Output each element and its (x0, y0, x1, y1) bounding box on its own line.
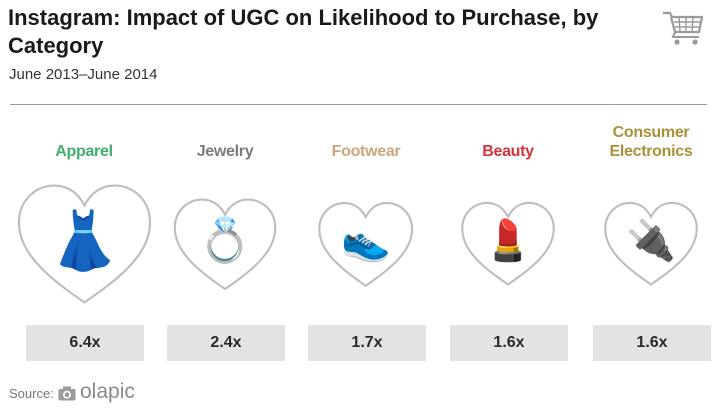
value-label: 2.4x (167, 325, 285, 361)
value-label: 1.7x (308, 325, 426, 361)
header-divider (10, 104, 707, 105)
category-label: Consumer Electronics (609, 124, 693, 160)
category-label: Apparel (55, 143, 113, 160)
heart-outline (318, 201, 414, 287)
olapic-logo-text: olapic (80, 380, 135, 403)
source-label: Source: (9, 386, 54, 401)
heart-mark (461, 202, 555, 287)
dress-icon: 👗 (48, 207, 120, 274)
shoe-icon: 👟 (341, 218, 391, 264)
heart-mark (173, 198, 277, 291)
value-label: 1.6x (450, 325, 568, 361)
camera-icon (58, 386, 76, 401)
shopping-cart-icon (663, 11, 704, 45)
heart-outline (173, 198, 277, 291)
chart-title: Instagram: Impact of UGC on Likelihood t… (8, 5, 599, 58)
plug-icon: 🔌 (626, 218, 676, 264)
category-label: Beauty (482, 143, 534, 160)
heart-outline (461, 202, 555, 287)
value-label: 1.6x (593, 325, 711, 361)
heart-mark (604, 202, 698, 287)
category-label: Footwear (331, 143, 401, 160)
heart-mark (318, 201, 414, 287)
heart-mark (17, 184, 151, 305)
chart-subtitle: June 2013–June 2014 (9, 66, 158, 83)
ring-icon: 💍 (198, 215, 252, 266)
category-label: Jewelry (196, 143, 254, 160)
heart-outline (604, 202, 698, 287)
lipstick-icon: 💄 (483, 218, 533, 264)
heart-outline (17, 184, 151, 305)
value-label: 6.4x (26, 325, 144, 361)
